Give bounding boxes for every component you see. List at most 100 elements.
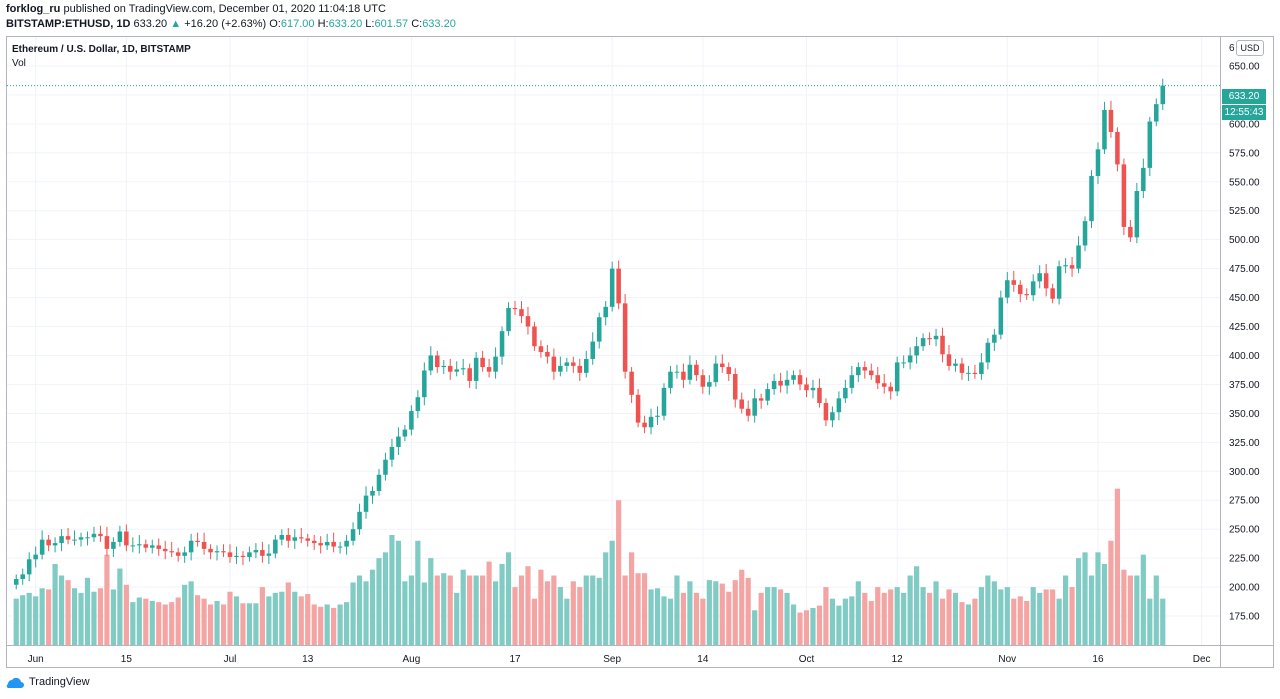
publisher-name[interactable]: forklog_ru (6, 3, 61, 15)
volume-bar (71, 588, 78, 645)
volume-bar (421, 582, 427, 645)
volume-bar (914, 566, 920, 645)
volume-bar (765, 587, 771, 645)
candle-body (85, 537, 90, 539)
candle-body (1128, 226, 1133, 238)
low-label: L: (365, 18, 375, 30)
close-value: 633.20 (422, 18, 456, 30)
y-tick-label: 200.00 (1229, 583, 1260, 594)
volume-bar (104, 554, 110, 645)
currency-button[interactable]: USD (1236, 40, 1264, 56)
volume-bar (849, 596, 855, 645)
volume-bar (220, 604, 227, 645)
candle-body (901, 362, 906, 364)
candle-body (823, 402, 829, 421)
volume-bar (46, 589, 52, 645)
candle-body (862, 367, 868, 371)
volume-bar (1114, 488, 1121, 645)
volume-bar (985, 575, 991, 645)
candle-body (849, 375, 855, 388)
candle-body (992, 334, 997, 343)
volume-bar (20, 595, 26, 645)
candle-body (622, 303, 628, 372)
candle-body (39, 539, 45, 555)
volume-bar (713, 581, 719, 645)
candle-body (454, 369, 459, 372)
candle-body (331, 541, 336, 547)
volume-bar (395, 540, 402, 645)
x-tick-label: Nov (998, 654, 1016, 665)
x-tick-label: Aug (402, 654, 420, 665)
last-price-tag: 633.20 (1222, 89, 1266, 104)
y-tick-label: 175.00 (1229, 612, 1260, 623)
volume-bar (1088, 575, 1095, 645)
candle-body (143, 544, 149, 548)
candle-body (72, 539, 77, 541)
candle-body (78, 537, 84, 540)
volume-bar (460, 569, 466, 645)
candle-body (700, 375, 706, 387)
volume-bar (473, 575, 479, 645)
volume-bar (175, 597, 181, 645)
volume-bar (654, 588, 661, 645)
candle-body (752, 398, 757, 416)
candle-body (985, 342, 991, 363)
candle-body (830, 412, 835, 421)
close-label: C: (411, 18, 423, 30)
candle-body (571, 362, 576, 366)
volume-bar (1004, 587, 1010, 645)
volume-bar (454, 592, 460, 645)
candle-body (91, 533, 97, 538)
volume-bar (91, 591, 97, 645)
volume-bar (577, 587, 583, 645)
publish-header: forklog_ru published on TradingView.com,… (6, 2, 456, 32)
candle-body (661, 387, 667, 416)
countdown-tag: 12:55:43 (1222, 105, 1266, 120)
volume-bar (324, 604, 330, 645)
change-value: +16.20 (+2.63%) (184, 18, 267, 30)
candle-body (188, 540, 194, 553)
volume-bar (227, 591, 233, 645)
volume-bar (687, 581, 693, 645)
candle-body (389, 446, 395, 460)
x-tick-label: Sep (603, 654, 621, 665)
volume-bar (1108, 540, 1114, 645)
footer-brand[interactable]: TradingView (6, 676, 90, 688)
candle-body (875, 375, 881, 384)
candle-body (674, 371, 680, 373)
candle-body (1108, 109, 1114, 132)
candle-body (843, 387, 848, 399)
volume-bar (518, 575, 525, 645)
candle-body (337, 546, 343, 548)
volume-bar (117, 568, 123, 645)
candle-body (111, 541, 116, 549)
candle-body (732, 374, 738, 400)
candle-body (713, 363, 719, 383)
volume-bar (84, 577, 91, 645)
candle-body (506, 307, 511, 332)
volume-bar (583, 575, 589, 645)
volume-bar (803, 610, 810, 645)
candle-body (1102, 109, 1107, 150)
volume-bar (1069, 587, 1075, 645)
candle-body (946, 354, 952, 366)
candle-body (590, 341, 596, 359)
volume-bar (622, 575, 628, 645)
volume-bar (726, 591, 732, 645)
candle-body (629, 371, 634, 395)
volume-bar (609, 540, 615, 645)
y-tick-label: 575.00 (1229, 148, 1260, 159)
volume-bar (13, 598, 19, 645)
candle-body (771, 380, 777, 390)
candle-body (480, 357, 485, 368)
volume-bar (603, 552, 609, 645)
candle-body (227, 552, 233, 557)
volume-bar (1082, 552, 1088, 645)
candle-body (739, 399, 744, 409)
volume-label: Vol (12, 58, 26, 69)
candle-body (33, 554, 38, 560)
volume-bar (305, 594, 311, 645)
candle-body (927, 338, 932, 340)
candle-body (907, 355, 913, 363)
